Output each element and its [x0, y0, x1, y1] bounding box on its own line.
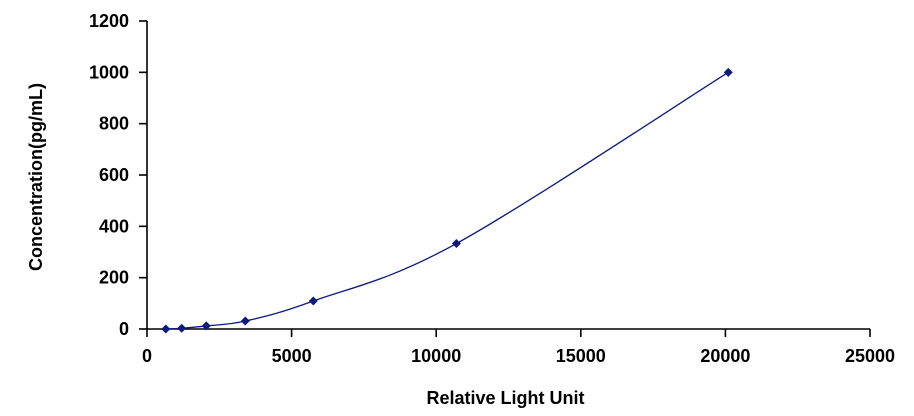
x-tick-label: 15000 — [556, 346, 606, 366]
x-tick-label: 5000 — [272, 346, 312, 366]
y-tick-label: 200 — [99, 268, 129, 288]
data-point-diamond — [177, 323, 187, 333]
x-tick-label: 0 — [142, 346, 152, 366]
x-axis-title: Relative Light Unit — [426, 388, 584, 408]
series-points — [161, 67, 733, 334]
data-point-diamond — [308, 296, 318, 306]
y-axis-ticks: 0 200 400 600 800 1000 1200 — [89, 11, 147, 339]
x-tick-label: 25000 — [845, 346, 895, 366]
y-axis-title: Concentration(pg/mL) — [26, 83, 46, 271]
x-tick-label: 10000 — [411, 346, 461, 366]
y-tick-label: 1000 — [89, 62, 129, 82]
y-tick-label: 0 — [119, 319, 129, 339]
y-tick-label: 1200 — [89, 11, 129, 31]
y-tick-label: 600 — [99, 165, 129, 185]
x-tick-label: 20000 — [700, 346, 750, 366]
x-axis-ticks: 0 5000 10000 15000 20000 25000 — [142, 329, 895, 366]
data-point-diamond — [161, 324, 171, 334]
y-tick-label: 800 — [99, 114, 129, 134]
y-tick-label: 400 — [99, 216, 129, 236]
data-point-diamond — [723, 67, 733, 77]
data-point-diamond — [451, 239, 461, 249]
data-point-diamond — [240, 316, 250, 326]
series-curve — [165, 71, 729, 330]
data-point-diamond — [201, 321, 211, 331]
